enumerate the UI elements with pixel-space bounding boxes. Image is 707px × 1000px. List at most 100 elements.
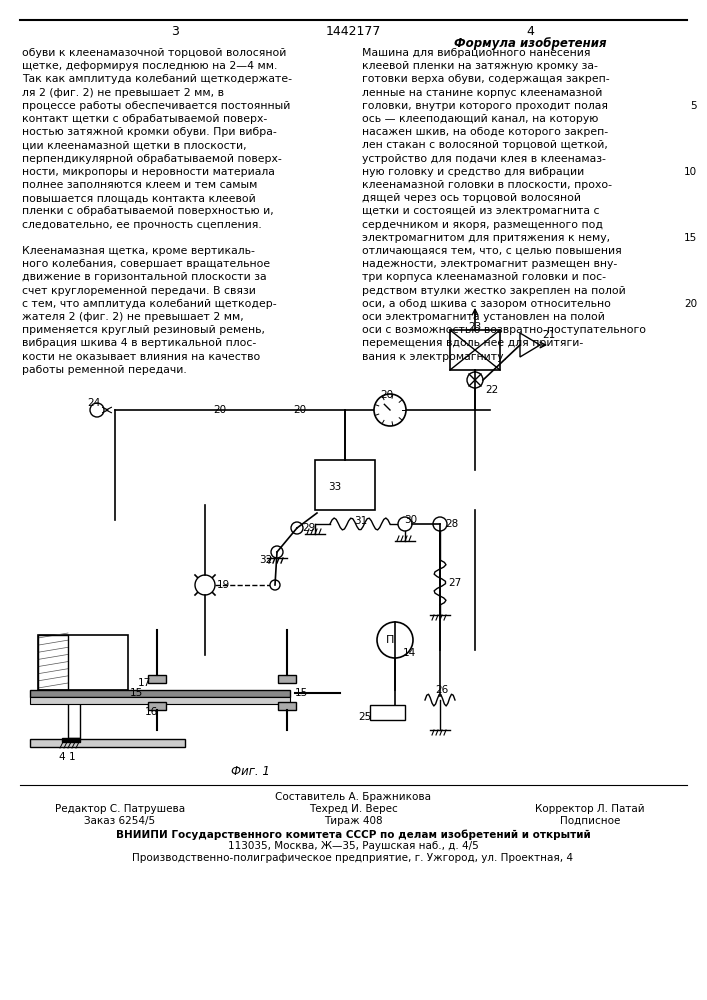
Text: оси с возможностью возвратно-поступательного: оси с возможностью возвратно-поступатель… bbox=[362, 325, 646, 335]
Polygon shape bbox=[520, 333, 540, 357]
Bar bbox=[450, 330, 500, 370]
Text: 16: 16 bbox=[145, 707, 158, 717]
Text: 20: 20 bbox=[684, 299, 697, 309]
Bar bbox=[38, 635, 128, 690]
Text: 33: 33 bbox=[328, 482, 341, 492]
Circle shape bbox=[374, 394, 406, 426]
Text: 31: 31 bbox=[354, 516, 367, 526]
Text: клеевой пленки на затяжную кромку за-: клеевой пленки на затяжную кромку за- bbox=[362, 61, 598, 71]
Bar bbox=[148, 702, 166, 710]
Text: редством втулки жестко закреплен на полой: редством втулки жестко закреплен на поло… bbox=[362, 286, 626, 296]
Text: Фиг. 1: Фиг. 1 bbox=[230, 765, 269, 778]
Text: оси, а обод шкива с зазором относительно: оси, а обод шкива с зазором относительно bbox=[362, 299, 611, 309]
Text: пленки с обрабатываемой поверхностью и,: пленки с обрабатываемой поверхностью и, bbox=[22, 206, 274, 216]
Circle shape bbox=[195, 575, 215, 595]
Bar bbox=[370, 705, 405, 720]
Text: 24: 24 bbox=[87, 398, 100, 408]
Circle shape bbox=[291, 522, 303, 534]
Text: повышается площадь контакта клеевой: повышается площадь контакта клеевой bbox=[22, 193, 256, 203]
Bar bbox=[30, 690, 290, 697]
Text: ось — клееподающий канал, на которую: ось — клееподающий канал, на которую bbox=[362, 114, 598, 124]
Text: 23: 23 bbox=[468, 322, 481, 332]
Bar bbox=[278, 702, 296, 710]
Text: 29: 29 bbox=[302, 523, 315, 533]
Text: перемещения вдоль нее для притяги-: перемещения вдоль нее для притяги- bbox=[362, 338, 583, 348]
Text: ную головку и средство для вибрации: ную головку и средство для вибрации bbox=[362, 167, 584, 177]
Text: контакт щетки с обрабатываемой поверх-: контакт щетки с обрабатываемой поверх- bbox=[22, 114, 267, 124]
Bar bbox=[30, 697, 290, 704]
Text: щетке, деформируя последнюю на 2—4 мм.: щетке, деформируя последнюю на 2—4 мм. bbox=[22, 61, 277, 71]
Circle shape bbox=[433, 517, 447, 531]
Text: с тем, что амплитуда колебаний щеткодер-: с тем, что амплитуда колебаний щеткодер- bbox=[22, 299, 276, 309]
Text: Так как амплитуда колебаний щеткодержате-: Так как амплитуда колебаний щеткодержате… bbox=[22, 74, 292, 84]
Text: Производственно-полиграфическое предприятие, г. Ужгород, ул. Проектная, 4: Производственно-полиграфическое предприя… bbox=[132, 853, 573, 863]
Text: щетки и состоящей из электромагнита с: щетки и состоящей из электромагнита с bbox=[362, 206, 600, 216]
Text: три корпуса клеенамазной головки и пос-: три корпуса клеенамазной головки и пос- bbox=[362, 272, 606, 282]
Text: 19: 19 bbox=[217, 580, 230, 590]
Bar bbox=[278, 675, 296, 683]
Text: кости не оказывает влияния на качество: кости не оказывает влияния на качество bbox=[22, 352, 260, 362]
Text: Клеенамазная щетка, кроме вертикаль-: Клеенамазная щетка, кроме вертикаль- bbox=[22, 246, 255, 256]
Text: 30: 30 bbox=[404, 515, 417, 525]
Text: Формула изобретения: Формула изобретения bbox=[454, 37, 606, 50]
Text: процессе работы обеспечивается постоянный: процессе работы обеспечивается постоянны… bbox=[22, 101, 291, 111]
Text: Подписное: Подписное bbox=[560, 816, 620, 826]
Text: оси электромагнита установлен на полой: оси электромагнита установлен на полой bbox=[362, 312, 605, 322]
Text: надежности, электромагнит размещен вну-: надежности, электромагнит размещен вну- bbox=[362, 259, 617, 269]
Text: 1: 1 bbox=[69, 752, 76, 762]
Text: электромагнитом для притяжения к нему,: электромагнитом для притяжения к нему, bbox=[362, 233, 610, 243]
Text: Редактор С. Патрушева: Редактор С. Патрушева bbox=[55, 804, 185, 814]
Text: 28: 28 bbox=[445, 519, 458, 529]
Text: вания к электромагниту.: вания к электромагниту. bbox=[362, 352, 507, 362]
Text: ВНИИПИ Государственного комитета СССР по делам изобретений и открытий: ВНИИПИ Государственного комитета СССР по… bbox=[116, 829, 590, 840]
Text: 32: 32 bbox=[259, 555, 272, 565]
Text: 1442177: 1442177 bbox=[325, 25, 380, 38]
Text: ностью затяжной кромки обуви. При вибра-: ностью затяжной кромки обуви. При вибра- bbox=[22, 127, 276, 137]
Text: 4: 4 bbox=[526, 25, 534, 38]
Text: 10: 10 bbox=[684, 167, 697, 177]
Text: 20: 20 bbox=[380, 390, 394, 400]
Text: ного колебания, совершает вращательное: ного колебания, совершает вращательное bbox=[22, 259, 270, 269]
Text: Техред И. Верес: Техред И. Верес bbox=[309, 804, 397, 814]
Text: полнее заполняются клеем и тем самым: полнее заполняются клеем и тем самым bbox=[22, 180, 257, 190]
Bar bbox=[30, 739, 185, 747]
Text: Корректор Л. Патай: Корректор Л. Патай bbox=[535, 804, 645, 814]
Text: 15: 15 bbox=[295, 688, 308, 698]
Text: сердечником и якоря, размещенного под: сердечником и якоря, размещенного под bbox=[362, 220, 603, 230]
Text: перпендикулярной обрабатываемой поверх-: перпендикулярной обрабатываемой поверх- bbox=[22, 154, 282, 164]
Text: готовки верха обуви, содержащая закреп-: готовки верха обуви, содержащая закреп- bbox=[362, 74, 609, 84]
Text: 4: 4 bbox=[58, 752, 64, 762]
Text: 26: 26 bbox=[435, 685, 448, 695]
Text: насажен шкив, на ободе которого закреп-: насажен шкив, на ободе которого закреп- bbox=[362, 127, 608, 137]
Text: ности, микропоры и неровности материала: ности, микропоры и неровности материала bbox=[22, 167, 275, 177]
Text: 25: 25 bbox=[358, 712, 371, 722]
Text: 15: 15 bbox=[684, 233, 697, 243]
Circle shape bbox=[398, 517, 412, 531]
Text: вибрация шкива 4 в вертикальной плос-: вибрация шкива 4 в вертикальной плос- bbox=[22, 338, 256, 348]
Text: 21: 21 bbox=[542, 330, 555, 340]
Text: ции клеенамазной щетки в плоскости,: ции клеенамазной щетки в плоскости, bbox=[22, 140, 247, 150]
Text: дящей через ось торцовой волосяной: дящей через ось торцовой волосяной bbox=[362, 193, 581, 203]
Text: счет круглоременной передачи. В связи: счет круглоременной передачи. В связи bbox=[22, 286, 256, 296]
Text: устройство для подачи клея в клеенамаз-: устройство для подачи клея в клеенамаз- bbox=[362, 154, 606, 164]
Text: Машина для вибрационного нанесения: Машина для вибрационного нанесения bbox=[362, 48, 590, 58]
Circle shape bbox=[467, 372, 483, 388]
Circle shape bbox=[271, 546, 283, 558]
Text: 14: 14 bbox=[403, 648, 416, 658]
Text: Заказ 6254/5: Заказ 6254/5 bbox=[84, 816, 156, 826]
Text: применяется круглый резиновый ремень,: применяется круглый резиновый ремень, bbox=[22, 325, 265, 335]
Text: лен стакан с волосяной торцовой щеткой,: лен стакан с волосяной торцовой щеткой, bbox=[362, 140, 608, 150]
Bar bbox=[315, 460, 375, 510]
Text: обуви к клеенамазочной торцовой волосяной: обуви к клеенамазочной торцовой волосяно… bbox=[22, 48, 286, 58]
Text: Тираж 408: Тираж 408 bbox=[324, 816, 382, 826]
Circle shape bbox=[270, 580, 280, 590]
Bar bbox=[68, 693, 80, 738]
Text: П: П bbox=[386, 635, 395, 645]
Text: 20: 20 bbox=[293, 405, 307, 415]
Text: 20: 20 bbox=[214, 405, 226, 415]
Text: 17: 17 bbox=[138, 678, 151, 688]
Text: головки, внутри которого проходит полая: головки, внутри которого проходит полая bbox=[362, 101, 608, 111]
Circle shape bbox=[90, 403, 104, 417]
Circle shape bbox=[377, 622, 413, 658]
Text: ля 2 (фиг. 2) не превышает 2 мм, в: ля 2 (фиг. 2) не превышает 2 мм, в bbox=[22, 88, 224, 98]
